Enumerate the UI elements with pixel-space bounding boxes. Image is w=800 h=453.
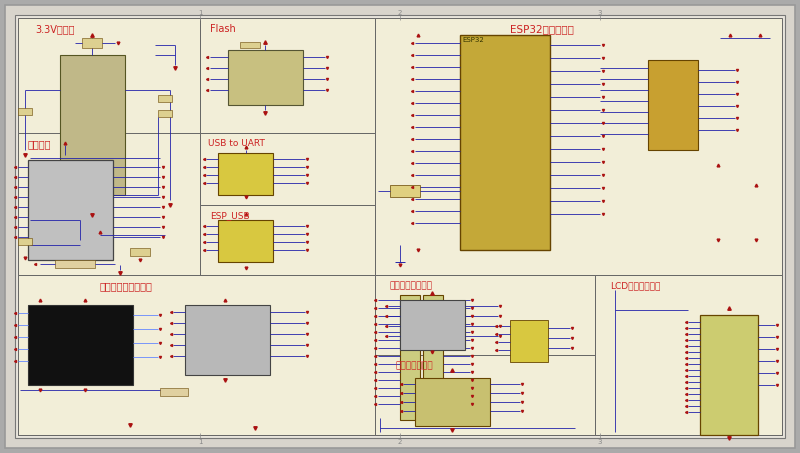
Bar bbox=[60, 55, 125, 195]
Bar bbox=[400, 295, 420, 420]
Bar bbox=[218, 220, 273, 262]
Bar bbox=[28, 305, 133, 385]
Text: 2: 2 bbox=[398, 10, 402, 16]
Bar bbox=[648, 60, 698, 150]
Bar bbox=[130, 248, 150, 256]
Bar bbox=[200, 18, 375, 133]
Bar bbox=[700, 315, 758, 435]
Bar bbox=[18, 275, 375, 435]
Text: 声音收集与处理播放: 声音收集与处理播放 bbox=[100, 281, 153, 291]
Bar bbox=[460, 35, 550, 250]
Text: USB to UART: USB to UART bbox=[208, 139, 265, 148]
Text: 1: 1 bbox=[198, 439, 202, 445]
Bar bbox=[160, 388, 188, 396]
Bar bbox=[415, 378, 490, 426]
Bar bbox=[423, 295, 443, 420]
Bar bbox=[240, 42, 260, 48]
Text: 下载电路: 下载电路 bbox=[28, 139, 51, 149]
Text: 3: 3 bbox=[598, 439, 602, 445]
Text: 录音与播放控制器: 录音与播放控制器 bbox=[390, 281, 433, 290]
Text: 3: 3 bbox=[598, 10, 602, 16]
Bar bbox=[158, 95, 172, 102]
Text: ESP_USB: ESP_USB bbox=[210, 211, 250, 220]
Bar bbox=[55, 260, 95, 268]
Bar bbox=[375, 355, 595, 435]
Bar bbox=[18, 18, 200, 275]
Bar bbox=[390, 185, 420, 197]
Text: ESP32: ESP32 bbox=[462, 37, 484, 43]
Bar bbox=[28, 160, 113, 260]
Bar bbox=[218, 153, 273, 195]
Text: ESP32核心原理图: ESP32核心原理图 bbox=[510, 24, 574, 34]
Bar bbox=[18, 108, 32, 115]
Bar bbox=[18, 275, 782, 435]
Bar bbox=[18, 133, 200, 275]
Bar bbox=[82, 38, 102, 48]
Text: 1: 1 bbox=[198, 10, 202, 16]
Bar bbox=[510, 320, 548, 362]
Bar bbox=[185, 305, 270, 375]
Bar bbox=[18, 238, 32, 245]
Bar bbox=[200, 205, 375, 275]
Bar bbox=[375, 275, 595, 355]
Bar bbox=[228, 50, 303, 105]
Text: 锂电池充放电路: 锂电池充放电路 bbox=[395, 361, 433, 370]
Text: Flash: Flash bbox=[210, 24, 236, 34]
Text: 3.3V稳压器: 3.3V稳压器 bbox=[35, 24, 74, 34]
Bar bbox=[400, 300, 465, 350]
Bar bbox=[158, 110, 172, 117]
Bar bbox=[200, 133, 375, 205]
Bar bbox=[375, 18, 782, 275]
Text: LCD屏幕显示电路: LCD屏幕显示电路 bbox=[610, 281, 660, 290]
Text: 2: 2 bbox=[398, 439, 402, 445]
Bar bbox=[595, 275, 782, 435]
